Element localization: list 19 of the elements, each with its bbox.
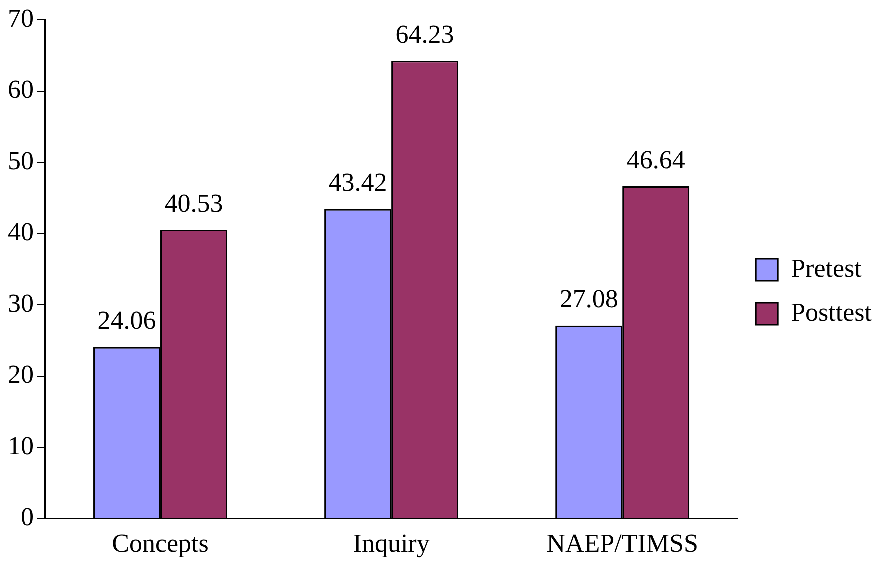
y-tick-label: 70 bbox=[8, 4, 34, 33]
data-label: 64.23 bbox=[396, 20, 454, 49]
legend-label: Posttest bbox=[791, 298, 873, 327]
data-label: 27.08 bbox=[560, 284, 618, 314]
x-tick-label: NAEP/TIMSS bbox=[546, 529, 698, 558]
y-tick-label: 20 bbox=[8, 360, 34, 390]
data-label: 24.06 bbox=[98, 306, 156, 336]
y-tick-label: 30 bbox=[8, 288, 34, 318]
y-tick-label: 10 bbox=[8, 431, 34, 460]
y-tick-label: 0 bbox=[21, 502, 34, 532]
data-label: 46.64 bbox=[626, 145, 686, 174]
y-tick-label: 40 bbox=[8, 218, 34, 247]
x-tick-label: Inquiry bbox=[353, 529, 430, 558]
legend-label: Pretest bbox=[791, 254, 863, 283]
data-label: 40.53 bbox=[164, 188, 224, 218]
data-label: 43.42 bbox=[328, 168, 388, 198]
y-tick-label: 50 bbox=[8, 146, 34, 176]
y-tick-label: 60 bbox=[8, 75, 34, 104]
x-tick-label: Concepts bbox=[112, 529, 209, 558]
